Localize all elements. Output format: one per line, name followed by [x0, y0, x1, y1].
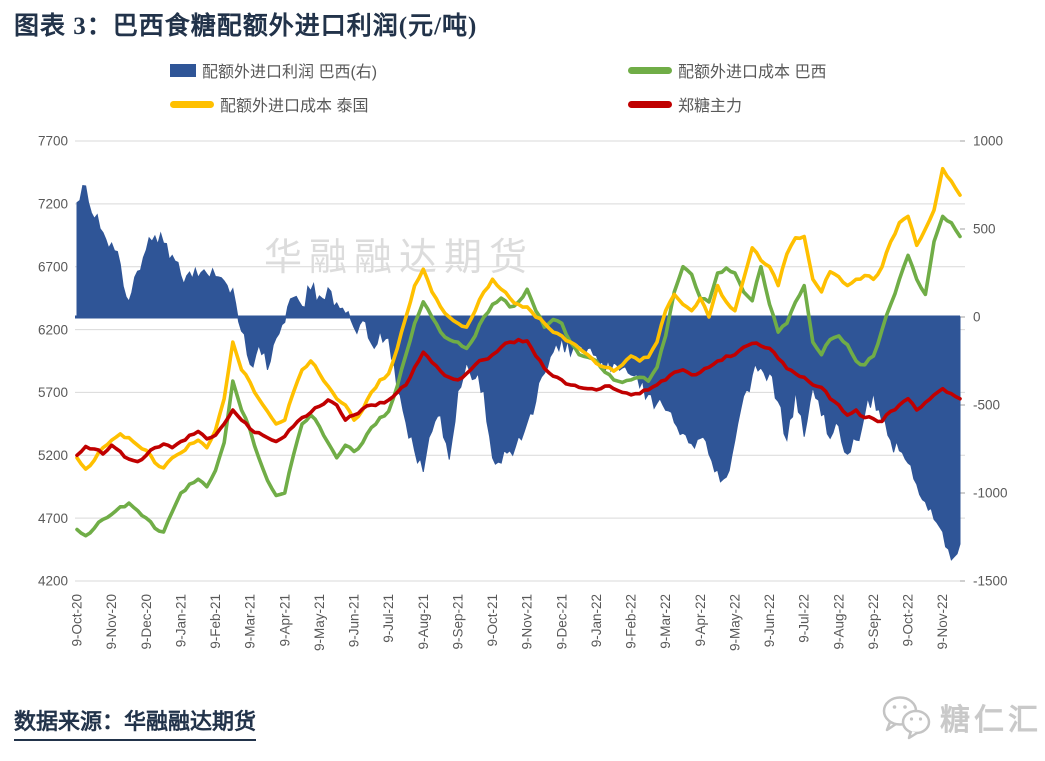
right-axis-tick-label: 1000 [973, 134, 1003, 149]
legend-item-profit-brazil: 配额外进口利润 巴西(右) [170, 58, 377, 82]
profit-area-series [76, 184, 961, 561]
x-axis-tick-label: 9-Jan-21 [173, 594, 188, 647]
x-axis-tick-label: 9-Sep-22 [866, 594, 881, 650]
legend-item-cost-thailand: 配额外进口成本 泰国 [170, 92, 368, 116]
legend-item-cost-brazil: 配额外进口成本 巴西 [628, 58, 826, 82]
left-axis-tick-label: 5700 [38, 385, 68, 400]
legend-item-zhengzhou-main: 郑糖主力 [628, 92, 742, 116]
right-axis-tick-label: -500 [973, 398, 1000, 413]
left-axis-tick-label: 6200 [38, 322, 68, 337]
left-axis-tick-label: 4200 [38, 574, 68, 589]
x-axis-tick-label: 9-Dec-20 [139, 594, 154, 650]
x-axis-tick-label: 9-Nov-22 [935, 594, 950, 650]
x-axis-tick-label: 9-Mar-22 [658, 594, 673, 649]
left-axis-tick-label: 4700 [38, 511, 68, 526]
chart-watermark: 华融融达期货 [264, 237, 534, 279]
red-line-swatch-icon [628, 100, 672, 108]
x-axis-tick-label: 9-Jun-22 [762, 594, 777, 647]
x-axis-tick-label: 9-Apr-22 [693, 594, 708, 647]
x-axis-tick-label: 9-Dec-21 [554, 594, 569, 650]
yellow-line-swatch-icon [170, 100, 214, 108]
legend-label: 配额外进口成本 巴西 [678, 64, 827, 81]
left-axis-tick-label: 5200 [38, 448, 68, 463]
series-layer [75, 166, 962, 561]
legend-label: 郑糖主力 [678, 98, 743, 115]
x-axis-tick-label: 9-May-21 [312, 594, 327, 651]
axis-labels: 7700 7200 6700 6200 5700 5200 4700 4200 1000 500 0… [38, 134, 1008, 651]
legend-label: 配额外进口成本 泰国 [220, 98, 369, 115]
legend-label: 配额外进口利润 巴西(右) [202, 64, 378, 81]
left-axis-tick-label: 7700 [38, 134, 68, 149]
x-axis-tick-label: 9-Feb-22 [624, 594, 639, 649]
brazil-cost-line-series [75, 214, 962, 538]
thailand-cost-line-series [75, 166, 962, 471]
left-axis-tick-label: 6700 [38, 259, 68, 274]
x-axis-tick-label: 9-Aug-22 [831, 594, 846, 650]
right-axis-tick-label: -1500 [973, 574, 1008, 589]
x-axis-tick-label: 9-Feb-21 [208, 594, 223, 649]
tangrenhui-logo: 糖仁汇 [880, 694, 1042, 740]
x-axis-tick-label: 9-Oct-20 [70, 594, 85, 647]
right-axis-tick-label: 0 [973, 310, 981, 325]
x-axis-tick-label: 9-Nov-20 [104, 594, 119, 650]
right-axis-tick-label: -1000 [973, 486, 1008, 501]
left-axis-tick-label: 7200 [38, 197, 68, 212]
x-axis-tick-label: 9-May-22 [727, 594, 742, 651]
profit-area-swatch-icon [170, 63, 196, 77]
zhengzhou-main-line-series [75, 337, 962, 464]
x-axis-tick-label: 9-Nov-21 [520, 594, 535, 650]
wechat-bubbles-icon [882, 696, 931, 740]
page-title: 图表 3：巴西食糖配额外进口利润(元/吨) [14, 13, 478, 40]
x-axis-tick-label: 9-Jan-22 [589, 594, 604, 647]
data-source-note: 数据来源：华融融达期货 [14, 704, 257, 741]
x-axis-tick-label: 9-Aug-21 [416, 594, 431, 650]
x-axis-tick-label: 9-Jun-21 [347, 594, 362, 647]
right-axis-tick-label: 500 [973, 222, 996, 237]
x-axis-tick-label: 9-Apr-21 [277, 594, 292, 647]
green-line-swatch-icon [628, 66, 672, 74]
x-axis-tick-label: 9-Jul-22 [797, 594, 812, 643]
x-axis-tick-label: 9-Oct-22 [901, 594, 916, 647]
x-axis-tick-label: 9-Oct-21 [485, 594, 500, 647]
x-axis-tick-label: 9-Sep-21 [450, 594, 465, 650]
x-axis-tick-label: 9-Mar-21 [243, 594, 258, 649]
x-axis-tick-label: 9-Jul-21 [381, 594, 396, 643]
logo-text: 糖仁汇 [940, 704, 1042, 737]
profit-chart: 华融融达期货 7700 7200 6700 6200 5700 5200 4700 4200 1… [38, 134, 1008, 651]
